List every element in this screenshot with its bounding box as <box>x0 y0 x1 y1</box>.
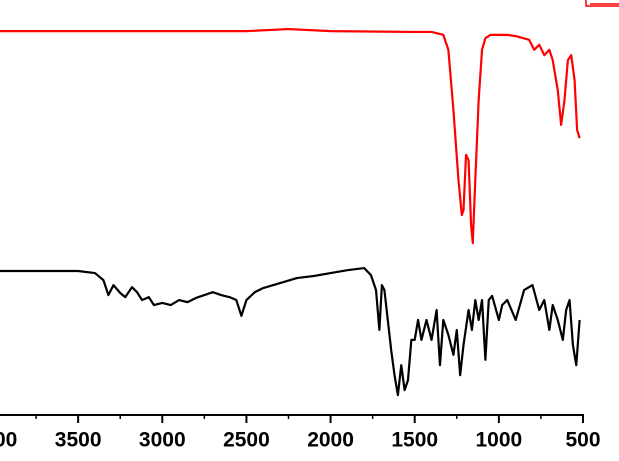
spectrum-line <box>0 266 581 397</box>
x-tick-label: 2500 <box>223 429 270 452</box>
spectrum-line <box>0 27 581 245</box>
x-tick-label: 2000 <box>307 429 354 452</box>
x-tick-label: 1500 <box>391 429 438 452</box>
legend-box <box>585 0 619 7</box>
x-tick-label: 4000 <box>0 429 17 452</box>
x-tick-label: 3000 <box>139 429 186 452</box>
x-tick-label: 1000 <box>475 429 522 452</box>
x-tick-label: 500 <box>565 429 600 452</box>
x-tick-label: 3500 <box>55 429 102 452</box>
